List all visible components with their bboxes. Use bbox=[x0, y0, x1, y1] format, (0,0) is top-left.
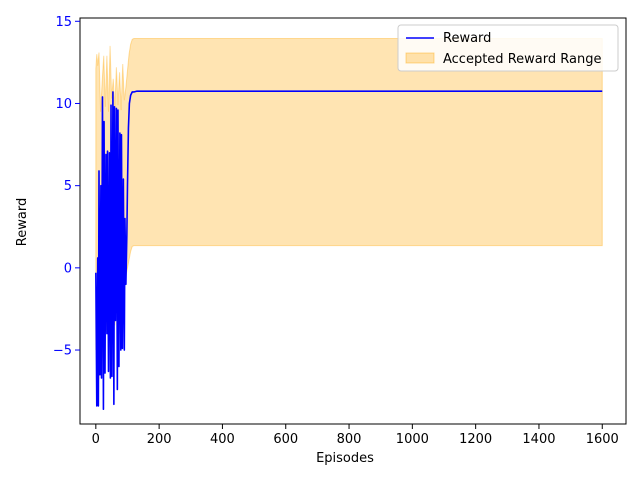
y-tick-label: 5 bbox=[64, 179, 72, 194]
legend-reward-label: Reward bbox=[443, 31, 491, 46]
plot-frame bbox=[79, 17, 627, 425]
x-tick-label: 1400 bbox=[522, 432, 555, 447]
x-tick-label: 1200 bbox=[459, 432, 492, 447]
x-tick-label: 1600 bbox=[586, 432, 619, 447]
accepted-reward-range-band bbox=[95, 38, 603, 380]
legend: Reward Accepted Reward Range bbox=[397, 24, 619, 72]
x-tick-label: 0 bbox=[92, 432, 100, 447]
y-tick-label: 15 bbox=[55, 15, 72, 30]
legend-range-label: Accepted Reward Range bbox=[443, 52, 601, 67]
x-tick-label: 400 bbox=[210, 432, 235, 447]
legend-frame bbox=[397, 24, 619, 72]
y-tick-label: −5 bbox=[53, 344, 72, 359]
reward-line bbox=[95, 90, 603, 411]
y-tick-label: 0 bbox=[64, 261, 72, 276]
x-tick-label: 600 bbox=[273, 432, 298, 447]
x-tick-label: 800 bbox=[337, 432, 362, 447]
legend-range-swatch bbox=[405, 52, 435, 64]
x-tick-label: 1000 bbox=[396, 432, 429, 447]
y-tick-label: 10 bbox=[55, 97, 72, 112]
y-axis-label: Reward bbox=[15, 198, 30, 246]
x-tick-label: 200 bbox=[147, 432, 172, 447]
x-axis-label: Episodes bbox=[316, 451, 374, 466]
